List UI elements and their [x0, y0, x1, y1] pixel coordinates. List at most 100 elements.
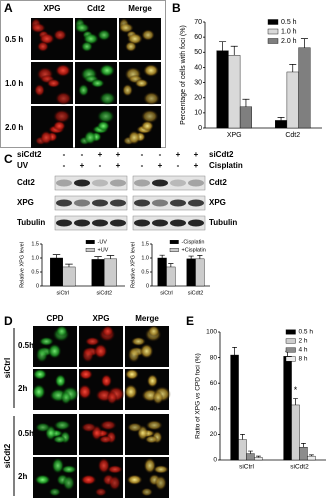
nucleus [140, 109, 159, 124]
y-tick-label: 20 [194, 95, 202, 102]
condition-label: UV [17, 161, 29, 170]
row-label: 2h [18, 384, 27, 393]
bar [254, 457, 263, 461]
bar [238, 439, 247, 461]
protein-label: XPG [209, 198, 226, 207]
blot-band [170, 179, 186, 187]
nucleus [127, 347, 140, 363]
y-tick-label: 1.5 [31, 241, 39, 247]
row-label: 2h [18, 472, 27, 481]
error-bar [300, 38, 308, 48]
legend-label: +UV [98, 247, 109, 253]
blot-band [134, 219, 150, 227]
bar [104, 258, 117, 287]
legend-swatch [85, 240, 95, 244]
y-tick-label: 1.5 [141, 241, 149, 247]
nucleus [99, 91, 116, 106]
bar [157, 257, 167, 287]
blot-band [74, 219, 90, 227]
x-tick-label: siCtrl [160, 290, 173, 296]
nucleus [101, 325, 114, 338]
nucleus [140, 120, 154, 132]
nucleus [35, 422, 51, 433]
nucleus [80, 474, 97, 485]
error-bar [159, 254, 165, 258]
condition-sign: - [81, 150, 84, 159]
nucleus [48, 487, 61, 497]
protein-label: XPG [17, 198, 34, 207]
nucleus [55, 91, 72, 106]
y-tick-label: 0 [36, 283, 39, 289]
legend-swatch [285, 338, 296, 344]
nucleus [55, 325, 68, 338]
panel-label: B [172, 1, 181, 15]
bar [246, 453, 255, 461]
condition-sign: + [176, 150, 181, 159]
nucleus [140, 487, 153, 497]
blot-band [56, 179, 72, 187]
bar [299, 447, 308, 461]
error-bar [301, 443, 306, 448]
condition-label: Cisplatin [209, 161, 243, 170]
nucleus [55, 64, 71, 77]
error-bar [52, 254, 61, 258]
nucleus [124, 368, 139, 380]
nucleus [53, 420, 71, 431]
error-bar [197, 255, 203, 259]
nucleus [141, 29, 155, 41]
condition-sign: + [80, 161, 85, 170]
nucleus [128, 130, 141, 145]
nucleus [94, 487, 107, 497]
nucleus [84, 130, 97, 145]
nucleus [134, 78, 149, 88]
y-axis-label: Percentage of cells with foci (%) [180, 25, 187, 125]
condition-sign: - [63, 161, 66, 170]
nucleus [143, 457, 156, 474]
condition-sign: - [177, 161, 180, 170]
blot-band [92, 219, 108, 227]
y-tick-label: 1.0 [141, 255, 149, 261]
condition-sign: + [194, 161, 199, 170]
x-tick-label: XPG [227, 132, 242, 139]
legend-label: 0.5 h [299, 329, 314, 336]
blot-band [56, 199, 72, 207]
nucleus [52, 435, 66, 444]
y-tick-label: 30 [194, 79, 202, 86]
x-tick-label: siCtrl [239, 464, 254, 471]
nucleus [35, 347, 48, 363]
column-header: CPD [47, 314, 64, 323]
column-header: XPG [44, 4, 61, 13]
nucleus [97, 457, 110, 474]
condition-sign: + [116, 161, 121, 170]
nucleus [143, 64, 159, 77]
nucleus [60, 390, 72, 405]
protein-label: Cdt2 [17, 178, 35, 187]
nucleus [145, 420, 163, 431]
bar [286, 71, 299, 129]
blot-band [152, 219, 168, 227]
y-tick-label: 0.5 [141, 269, 149, 275]
y-tick-label: 10 [194, 110, 202, 117]
nucleus [54, 374, 67, 388]
y-axis-label: Relative XPG level [130, 242, 136, 288]
bar [195, 258, 205, 287]
nucleus [97, 29, 111, 41]
group-label: siCdt2 [3, 443, 12, 468]
condition-sign: - [141, 161, 144, 170]
nucleus [124, 41, 137, 52]
legend-label: -Cisplatin [182, 239, 205, 245]
nucleus [154, 475, 167, 491]
error-bar [277, 117, 285, 121]
nucleus [98, 435, 112, 444]
bar [298, 47, 311, 129]
y-tick-label: 60 [210, 380, 218, 387]
legend-label: 2.0 h [281, 38, 297, 45]
column-header: XPG [93, 314, 110, 323]
y-tick-label: 0 [198, 125, 202, 132]
nucleus [52, 120, 66, 132]
nucleus [139, 343, 154, 359]
blot-strip [132, 195, 206, 211]
y-tick-label: 1.0 [31, 255, 39, 261]
nucleus [51, 457, 64, 474]
